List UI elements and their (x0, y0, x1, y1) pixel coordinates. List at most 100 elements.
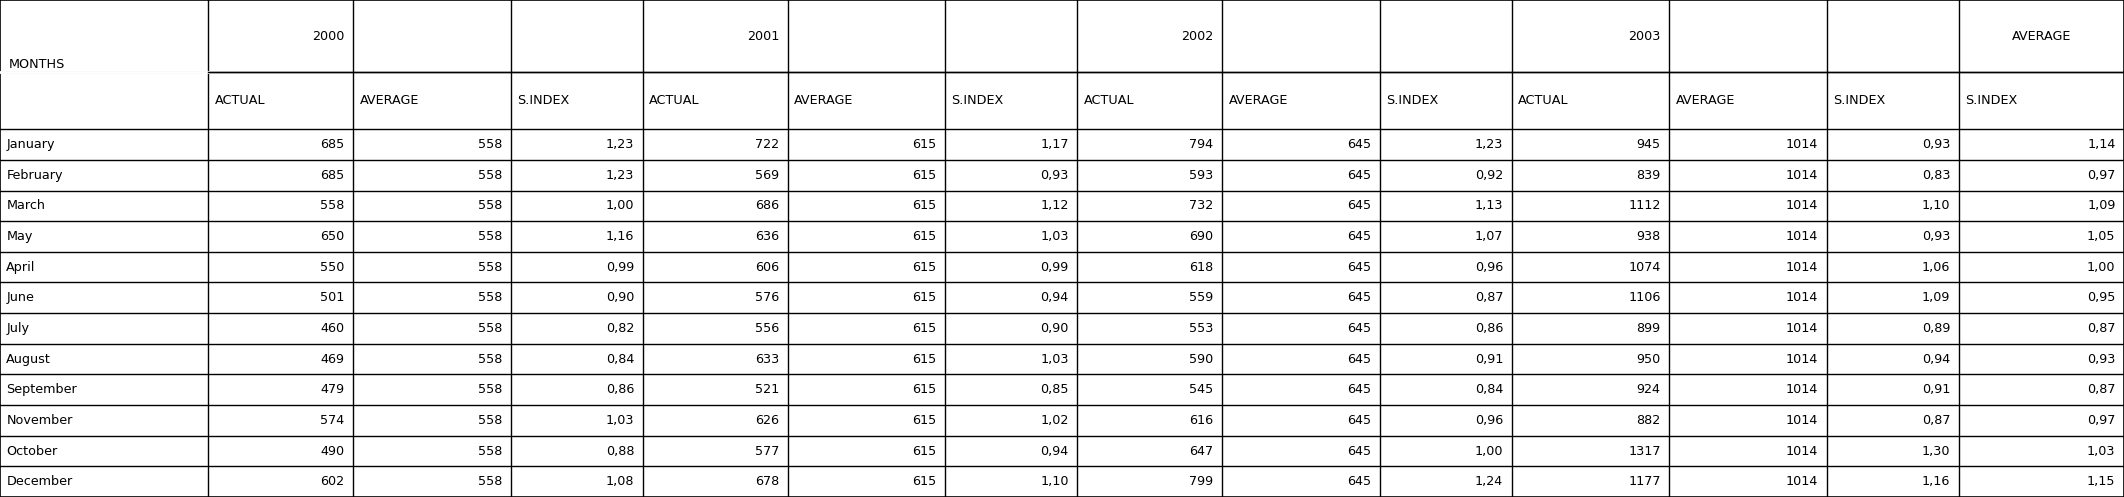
Text: 0,87: 0,87 (1474, 291, 1504, 304)
Text: 645: 645 (1347, 352, 1372, 366)
Text: 558: 558 (478, 383, 501, 396)
Text: 558: 558 (478, 414, 501, 427)
Text: 1,02: 1,02 (1041, 414, 1068, 427)
Text: 722: 722 (754, 138, 780, 151)
Text: 615: 615 (913, 352, 937, 366)
Text: November: November (6, 414, 72, 427)
Text: 0,93: 0,93 (2088, 352, 2116, 366)
Text: 686: 686 (754, 199, 780, 212)
Text: 545: 545 (1189, 383, 1213, 396)
Text: December: December (6, 475, 72, 488)
Text: 0,99: 0,99 (1041, 260, 1068, 274)
Text: 590: 590 (1189, 352, 1213, 366)
Text: 0,92: 0,92 (1474, 168, 1504, 182)
Text: October: October (6, 444, 57, 458)
Text: June: June (6, 291, 34, 304)
Text: 1,10: 1,10 (1041, 475, 1068, 488)
Text: 615: 615 (913, 414, 937, 427)
Text: ACTUAL: ACTUAL (215, 94, 266, 107)
Text: 576: 576 (754, 291, 780, 304)
Text: 1,13: 1,13 (1474, 199, 1504, 212)
Text: 645: 645 (1347, 291, 1372, 304)
Text: 1,23: 1,23 (1474, 138, 1504, 151)
Text: 794: 794 (1189, 138, 1213, 151)
Text: 636: 636 (754, 230, 780, 243)
Text: 1,09: 1,09 (2088, 199, 2116, 212)
Text: 1177: 1177 (1629, 475, 1661, 488)
Text: 615: 615 (913, 199, 937, 212)
Text: 1,00: 1,00 (1474, 444, 1504, 458)
Text: 1,17: 1,17 (1041, 138, 1068, 151)
Text: 615: 615 (913, 230, 937, 243)
Text: 1,03: 1,03 (2088, 444, 2116, 458)
Text: 645: 645 (1347, 414, 1372, 427)
Text: 0,91: 0,91 (1922, 383, 1950, 396)
Text: 0,93: 0,93 (1922, 138, 1950, 151)
Text: 839: 839 (1635, 168, 1661, 182)
Text: 645: 645 (1347, 138, 1372, 151)
Text: 569: 569 (754, 168, 780, 182)
Text: 558: 558 (478, 168, 501, 182)
Text: September: September (6, 383, 76, 396)
Text: 0,96: 0,96 (1474, 260, 1504, 274)
Text: 0,87: 0,87 (2088, 383, 2116, 396)
Text: 1,03: 1,03 (1041, 352, 1068, 366)
Text: 899: 899 (1638, 322, 1661, 335)
Text: 577: 577 (754, 444, 780, 458)
Text: 645: 645 (1347, 383, 1372, 396)
Text: S.INDEX: S.INDEX (952, 94, 1005, 107)
Text: 645: 645 (1347, 199, 1372, 212)
Text: 559: 559 (1189, 291, 1213, 304)
Text: ACTUAL: ACTUAL (1519, 94, 1568, 107)
Text: 460: 460 (321, 322, 344, 335)
Text: 521: 521 (754, 383, 780, 396)
Text: 799: 799 (1189, 475, 1213, 488)
Text: 2001: 2001 (748, 29, 780, 43)
Text: 1317: 1317 (1629, 444, 1661, 458)
Text: 558: 558 (478, 199, 501, 212)
Text: 945: 945 (1638, 138, 1661, 151)
Text: 645: 645 (1347, 444, 1372, 458)
Text: 501: 501 (321, 291, 344, 304)
Text: 0,84: 0,84 (1474, 383, 1504, 396)
Text: 1,00: 1,00 (2088, 260, 2116, 274)
Text: 685: 685 (321, 138, 344, 151)
Text: S.INDEX: S.INDEX (1387, 94, 1438, 107)
Text: 650: 650 (321, 230, 344, 243)
Text: 1,16: 1,16 (605, 230, 635, 243)
Text: 0,94: 0,94 (1041, 444, 1068, 458)
Text: 1,24: 1,24 (1474, 475, 1504, 488)
Text: 626: 626 (756, 414, 780, 427)
Text: 0,93: 0,93 (1041, 168, 1068, 182)
Text: 615: 615 (913, 322, 937, 335)
Text: AVERAGE: AVERAGE (794, 94, 854, 107)
Text: 1014: 1014 (1786, 383, 1818, 396)
Text: 553: 553 (1189, 322, 1213, 335)
Text: 0,84: 0,84 (605, 352, 635, 366)
Text: 645: 645 (1347, 322, 1372, 335)
Text: 685: 685 (321, 168, 344, 182)
Text: 0,89: 0,89 (1922, 322, 1950, 335)
Text: 0,93: 0,93 (1922, 230, 1950, 243)
Text: 1014: 1014 (1786, 352, 1818, 366)
Text: 645: 645 (1347, 230, 1372, 243)
Text: 1,03: 1,03 (1041, 230, 1068, 243)
Text: 1,16: 1,16 (1922, 475, 1950, 488)
Text: 0,88: 0,88 (605, 444, 635, 458)
Text: 558: 558 (478, 475, 501, 488)
Text: 645: 645 (1347, 168, 1372, 182)
Text: 1014: 1014 (1786, 168, 1818, 182)
Text: 938: 938 (1635, 230, 1661, 243)
Text: AVERAGE: AVERAGE (1228, 94, 1287, 107)
Text: 0,87: 0,87 (1922, 414, 1950, 427)
Text: 0,94: 0,94 (1041, 291, 1068, 304)
Text: 1,08: 1,08 (605, 475, 635, 488)
Text: MONTHS: MONTHS (8, 58, 66, 71)
Text: 556: 556 (754, 322, 780, 335)
Text: AVERAGE: AVERAGE (2011, 29, 2071, 43)
Text: 469: 469 (321, 352, 344, 366)
Text: 615: 615 (913, 291, 937, 304)
Text: 1014: 1014 (1786, 291, 1818, 304)
Text: 558: 558 (478, 322, 501, 335)
Text: 1,05: 1,05 (2088, 230, 2116, 243)
